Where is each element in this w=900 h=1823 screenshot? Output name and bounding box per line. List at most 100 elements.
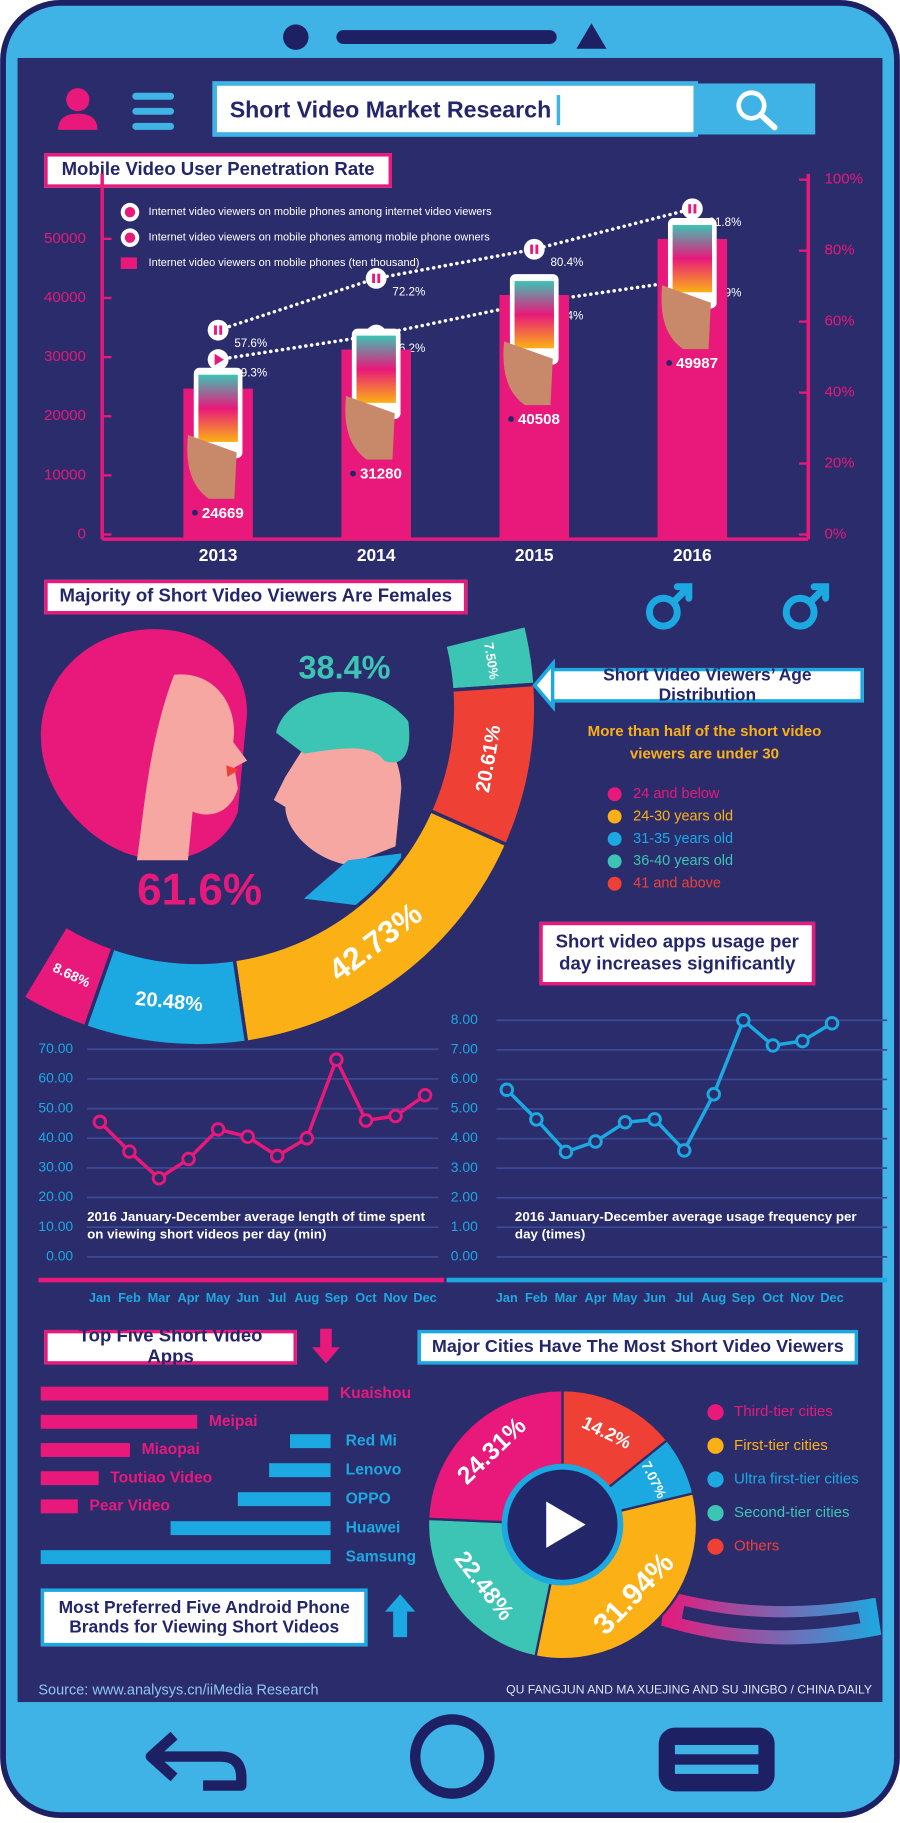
play-icon (214, 353, 224, 366)
line-marker (210, 1122, 226, 1137)
bar (40, 1499, 78, 1514)
x-tick-label: Jun (236, 1290, 259, 1305)
search-icon-handle (757, 111, 778, 131)
subtitle-frame: More than half of the short video viewer… (587, 722, 822, 762)
x-tick-label: Apr (178, 1290, 200, 1305)
bar-label: Huawei (346, 1519, 401, 1536)
line-marker (329, 1052, 344, 1067)
line-marker (365, 267, 387, 289)
bar-value-label: 24669 (202, 505, 244, 522)
legend-label: Others (734, 1538, 779, 1555)
x-tick-label: Oct (355, 1290, 377, 1305)
hamburger-icon[interactable] (132, 92, 175, 130)
phone-screen (672, 225, 713, 293)
y-tick-label: 3.00 (451, 1159, 478, 1175)
x-tick-label: Jul (268, 1290, 286, 1305)
chart-title-frame: Short Video Viewers’ Age Distribution (550, 667, 864, 703)
chart-title: Major Cities Have The Most Short Video V… (417, 1329, 859, 1365)
subtitle: More than half of the short video viewer… (587, 722, 822, 762)
chart-title-frame: Mobile Video User Penetration Rate (44, 153, 393, 188)
cursor (556, 95, 561, 126)
legend-label: Internet video viewers on mobile phones … (149, 206, 493, 218)
pause-icon (530, 244, 534, 254)
chart-title: Majority of Short Video Viewers Are Fema… (44, 579, 468, 615)
line-marker (92, 1114, 108, 1130)
legend-swatch (707, 1437, 724, 1454)
legend-label: Third-tier cities (734, 1403, 833, 1420)
y-tick-label: 30.00 (38, 1159, 73, 1175)
chart-title: Most Preferred Five Android Phone Brands… (40, 1588, 368, 1647)
menu-button[interactable] (658, 1727, 775, 1792)
bar-label: Miaopai (142, 1441, 200, 1458)
user-icon-body (58, 113, 98, 130)
line-marker (269, 1148, 285, 1164)
x-tick-label: Oct (762, 1290, 784, 1305)
hand-illustration (187, 435, 237, 499)
icon-line (132, 92, 175, 100)
back-button[interactable] (145, 1731, 247, 1791)
point-value-label: 57.6% (234, 338, 267, 350)
y-tick-label: 10.00 (38, 1218, 73, 1234)
y-tick-label: 7.00 (451, 1041, 478, 1057)
bar-label: Lenovo (346, 1461, 402, 1478)
icon-line (132, 122, 175, 130)
legend-label: First-tier cities (734, 1437, 828, 1454)
y-tick-label: 2.00 (451, 1188, 478, 1204)
home-button[interactable] (409, 1714, 495, 1799)
source: Source: www.analysys.cn/iiMedia Research (38, 1682, 318, 1698)
line-marker (795, 1033, 810, 1049)
y-tick-label: 0.00 (46, 1248, 73, 1264)
woman-face (136, 674, 248, 861)
line-marker (358, 1113, 374, 1128)
chart-title: Mobile Video User Penetration Rate (44, 153, 393, 188)
male-symbol (645, 594, 681, 630)
label-dot (666, 360, 673, 366)
camera (283, 24, 309, 50)
play-button (546, 1501, 586, 1548)
x-tick-label: Feb (118, 1290, 141, 1305)
hand-illustration (345, 395, 395, 460)
line-marker (765, 1038, 781, 1053)
bar-label: Red Mi (346, 1432, 397, 1449)
chart-caption-frame: 2016 January-December average usage freq… (515, 1210, 857, 1241)
point-value-label: 91.8% (709, 217, 742, 229)
bar-label: Samsung (346, 1548, 416, 1565)
chart-title-frame: Majority of Short Video Viewers Are Fema… (44, 579, 468, 615)
line (216, 207, 695, 332)
x-tick-label: Sep (732, 1290, 756, 1305)
bar-value-label: 40508 (518, 411, 560, 428)
line-marker (122, 1144, 137, 1159)
pause-icon (219, 325, 223, 335)
x-tick-label: Sep (325, 1290, 349, 1305)
speaker (336, 30, 557, 45)
y-tick-label: 70.00 (38, 1040, 73, 1056)
hand-illustration (503, 341, 553, 406)
legend-swatch (707, 1471, 724, 1488)
legend-label: 31-35 years old (633, 831, 733, 847)
legend-swatch (607, 854, 622, 869)
x-tick-label: Jan (496, 1290, 518, 1305)
search-box[interactable] (212, 81, 699, 137)
line-marker (706, 1086, 722, 1102)
user-icon[interactable] (66, 88, 90, 112)
y2-tick-label: 80% (824, 242, 854, 259)
phone-screen (198, 374, 238, 442)
stat-value: 38.4% (298, 650, 390, 686)
line-marker (617, 1115, 633, 1130)
chart-title: Short video apps usage per day increases… (539, 921, 816, 986)
man-face (273, 726, 402, 865)
line-marker (647, 1112, 662, 1127)
legend-label: 41 and above (633, 876, 721, 892)
bar (40, 1414, 198, 1429)
line-marker (588, 1134, 603, 1149)
bar (40, 1443, 130, 1457)
bar (269, 1463, 331, 1478)
y2-tick-label: 20% (824, 455, 854, 472)
male-symbol (782, 594, 818, 630)
line-marker (529, 1112, 544, 1127)
y-tick-label: 4.00 (451, 1129, 478, 1145)
legend-swatch (607, 809, 622, 824)
y-tick-label: 40000 (44, 289, 86, 306)
legend-swatch (607, 787, 622, 802)
